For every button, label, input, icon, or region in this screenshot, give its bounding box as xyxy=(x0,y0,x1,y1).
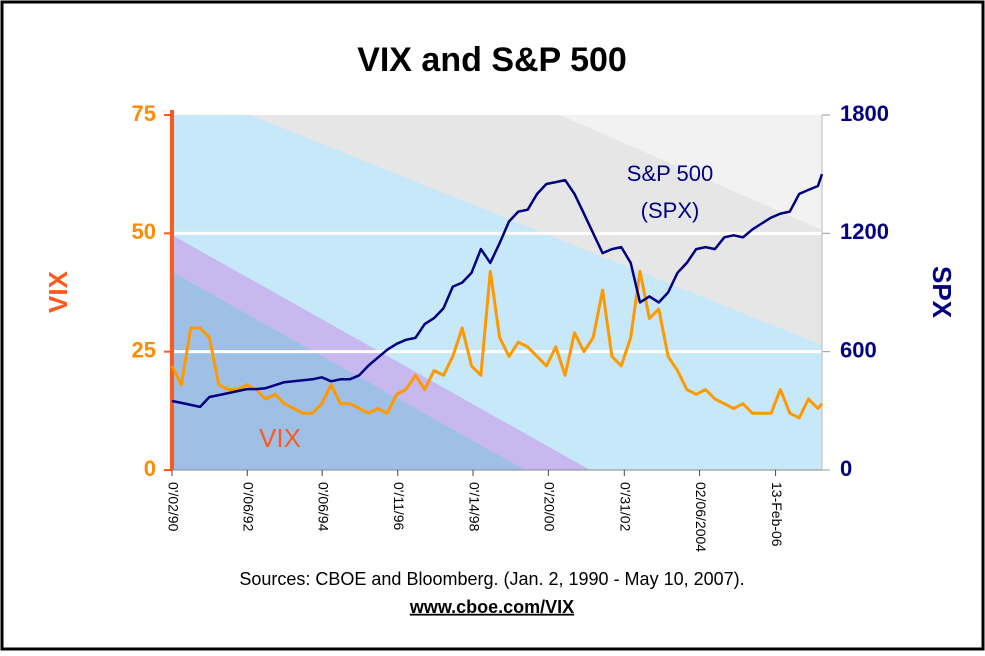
x-tick-label: 0'/14/98 xyxy=(466,482,482,532)
x-tick-label: 13-Feb-06 xyxy=(769,482,785,547)
y2-tick-label: 0 xyxy=(840,456,852,481)
y2-tick-label: 600 xyxy=(840,337,877,362)
y2-axis-title: SPX xyxy=(927,266,957,319)
x-tick-label: 0'/06/94 xyxy=(315,482,331,532)
y2-tick-label: 1800 xyxy=(840,101,889,126)
x-tick-label: 0'/02/90 xyxy=(165,482,181,532)
source-note: Sources: CBOE and Bloomberg. (Jan. 2, 19… xyxy=(239,569,744,589)
chart-title: VIX and S&P 500 xyxy=(357,41,627,79)
source-url: www.cboe.com/VIX xyxy=(409,597,574,617)
annotation: (SPX) xyxy=(641,198,700,223)
x-tick-label: 0'/11/96 xyxy=(391,482,407,531)
y-tick-label: 75 xyxy=(132,101,156,126)
x-tick-label: 02/06/2004 xyxy=(693,482,709,552)
y2-tick-label: 1200 xyxy=(840,219,889,244)
y-tick-label: 0 xyxy=(144,456,156,481)
annotation: S&P 500 xyxy=(627,161,713,186)
y-tick-label: 50 xyxy=(132,219,156,244)
y-tick-label: 25 xyxy=(132,337,156,362)
annotation: VIX xyxy=(259,423,301,453)
series-line xyxy=(171,173,824,409)
x-tick-label: 0'/06/92 xyxy=(241,482,257,532)
y-axis-title: VIX xyxy=(43,270,73,313)
series-line xyxy=(170,269,824,420)
plot-background xyxy=(172,115,822,470)
x-tick-label: 0'/20/00 xyxy=(542,482,558,532)
x-tick-label: 0'/31/02 xyxy=(618,482,634,532)
